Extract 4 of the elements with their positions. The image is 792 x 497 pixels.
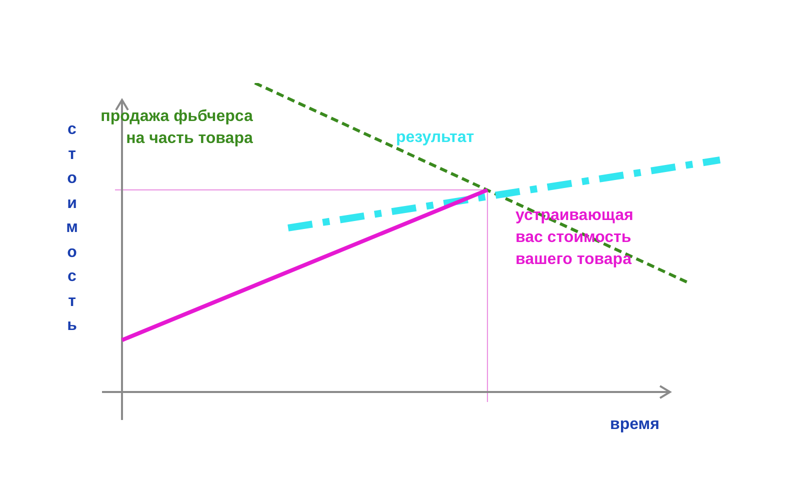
series-label: продажа фьбчерса на часть товара — [100, 108, 253, 147]
text: стоимость — [66, 121, 78, 334]
x-axis-title: время — [610, 416, 660, 434]
text: результат — [396, 128, 474, 146]
